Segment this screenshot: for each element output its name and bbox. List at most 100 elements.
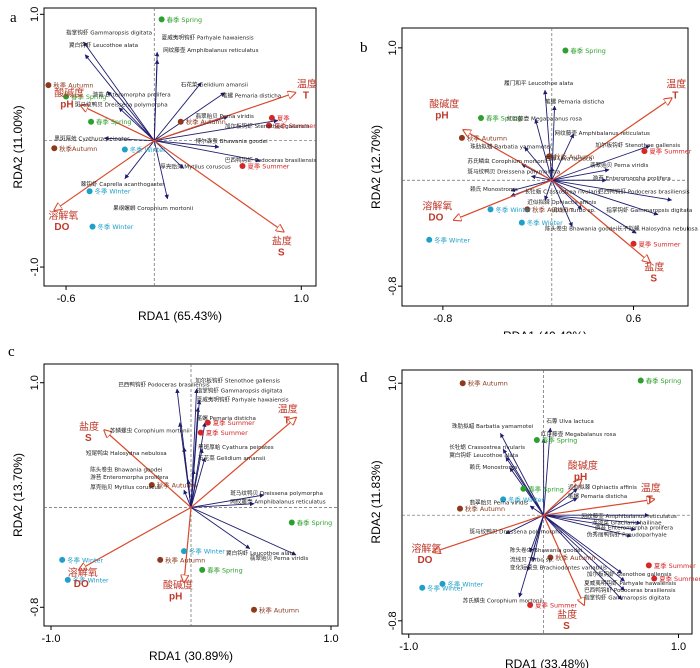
species-arrow <box>153 82 202 141</box>
env-label-code: T <box>303 91 309 102</box>
species-label: 石蓴 Ulva lactuca <box>546 417 593 425</box>
site-point <box>458 134 465 141</box>
site-point <box>637 377 644 384</box>
species-arrow <box>543 514 636 532</box>
site-label: 夏季 <box>277 113 290 122</box>
species-label: 巴西鸭钩虾 Podoceras brasiliensis <box>118 380 210 388</box>
species-label: 变化短须虫 Brachiodontes variabilis <box>510 563 607 571</box>
species-label: 苏鳞螺虫 Corophium mortonii <box>110 427 190 435</box>
site-label: 冬季 Winter <box>95 187 131 196</box>
species-label: 流线贝 Turbo sp. <box>510 555 554 563</box>
site-label: 秋季 Autumn <box>259 605 299 614</box>
site-label: 春季 Spring <box>71 92 106 101</box>
env-label-cn: 酸碱度 <box>163 579 193 592</box>
species-label: 笔螺 Pemaria disticha <box>222 92 281 100</box>
site-label: 冬季 Winter <box>130 145 166 154</box>
species-arrow <box>509 467 544 516</box>
env-arrow <box>154 93 295 142</box>
env-label-cn: 酸碱度 <box>429 97 459 110</box>
y-tick-label: -0.8 <box>387 611 399 630</box>
site-label: 秋季Autumn <box>59 144 97 153</box>
species-label: 陈头卷虫 Bhawania goodei <box>545 225 618 233</box>
species-arrow <box>183 489 192 508</box>
site-point <box>197 429 204 436</box>
env-label-cn: 酸碱度 <box>568 459 598 472</box>
env-label-cn: 温度 <box>641 481 661 494</box>
species-label: 指掌钩虾 Gammaropsis digitata <box>197 387 283 395</box>
env-arrow <box>543 480 582 516</box>
site-label: 冬季 Winter <box>508 495 544 504</box>
site-point <box>520 485 527 492</box>
species-label: 赖氏 Monostroma <box>470 185 518 193</box>
species-label: 翡翠贻贝 Perna viridis <box>250 554 309 562</box>
species-arrow <box>103 136 155 142</box>
env-label-code: S <box>650 273 657 284</box>
panel-letter: b <box>360 40 368 56</box>
env-arrow <box>79 506 192 569</box>
site-label: 夏季 Summer <box>654 561 696 570</box>
site-point <box>268 114 275 121</box>
species-label: 斑马纹鸭贝 Dreissena polymorpha <box>230 489 323 497</box>
species-arrow <box>84 54 155 141</box>
site-label: 春季 Spring <box>646 376 681 385</box>
species-label: 翡翠贻贝 Perna viridis <box>469 499 528 507</box>
site-point <box>89 223 96 230</box>
env-label-cn: 溶解氧 <box>48 209 78 222</box>
species-label: 翡翠贻贝 Perna viridis <box>590 161 649 169</box>
species-arrow <box>154 140 261 163</box>
site-label: 秋季 Autumn <box>555 553 595 562</box>
species-label: 石蓴 Ulva lactuca <box>545 154 592 162</box>
species-label: 长不拟蝇 Halosydna nebulosa <box>617 225 698 233</box>
y-tick-label: 1.0 <box>387 376 399 391</box>
env-label-code: DO <box>417 555 432 566</box>
env-label-code: pH <box>60 99 73 110</box>
species-label: 斑马纹鸭贝 Dreissena polymorpha <box>469 528 562 536</box>
species-label: 巴西鸭钩虾 Podoceras brasiliensis <box>225 156 317 164</box>
species-arrow <box>154 140 220 149</box>
plot-frame <box>43 7 317 287</box>
species-arrow <box>190 507 251 550</box>
site-label: 冬季 Winter <box>98 222 134 231</box>
species-label: 网纹藤壶 Amphibalanus reticulatus <box>555 129 651 137</box>
site-point <box>177 118 184 125</box>
species-label: 棘钩虾 Caprella acanthogaster <box>81 180 166 188</box>
panel-a: a -0.6 1.0 1.0 -1.0 RDA1 (65.43%) RDA2 (11.00%… <box>0 0 350 334</box>
site-label: 秋季 Autumn <box>186 117 226 126</box>
species-label: 龙须菜 Gracilaria hailinae <box>592 518 662 526</box>
site-point <box>288 519 295 526</box>
species-label: 珠肋拟蜡 Barbatia yamamotei <box>452 422 534 430</box>
site-point <box>239 162 246 169</box>
site-label: 秋季 Autumn <box>532 205 572 214</box>
species-label: 翼白钩虾 Leucothoe alata <box>69 41 138 49</box>
species-label: 石花菜 Gelidium amansii <box>181 80 249 88</box>
species-label: 指掌钩虾 Gammaropsis digitata <box>606 206 692 214</box>
env-arrow <box>543 499 655 516</box>
env-label-code: pH <box>435 110 448 121</box>
x-axis-title: RDA1 (40.42%) <box>503 329 587 334</box>
species-label: 红巨藤壶 Megabalanus rosa <box>507 115 582 123</box>
species-label: 珠肋拟蜡 Barbatia yamamotei <box>470 142 552 150</box>
species-label: 斑马纹鸭贝 Dreissena polymorpha <box>75 101 168 109</box>
x-tick-label: -0.6 <box>57 293 76 305</box>
species-label: 游苔 Enteromorpha prolifera <box>593 174 671 182</box>
site-point <box>51 145 58 152</box>
rda-plot-c: c -1.0 1.0 1.0 -0.8 RDA1 (30.89%) RDA2 (13.70%… <box>8 344 339 663</box>
site-label: 夏季 Summer <box>639 239 681 248</box>
site-label: 秋季 Autumn <box>157 481 197 490</box>
site-point <box>630 240 637 247</box>
site-label: 春季 Spring <box>167 15 202 24</box>
site-point <box>546 153 553 160</box>
species-arrow <box>500 432 545 516</box>
y-tick-label: 1.0 <box>29 7 41 22</box>
site-label: 秋季 Autumn <box>467 133 507 142</box>
species-arrow <box>551 179 659 216</box>
plot-frame <box>401 369 693 635</box>
x-tick-label: -0.8 <box>433 313 452 325</box>
species-arrow <box>551 179 673 202</box>
species-arrow <box>543 488 578 516</box>
site-label: 夏季 Summer <box>274 121 316 130</box>
species-label: 夏威夷明钩虾 Parhyale hawaiensis <box>584 579 676 587</box>
site-point <box>645 562 652 569</box>
species-label: 斑马纹鸭贝 Dreissena polymorpha <box>467 168 560 176</box>
site-label: 秋季 Autumn <box>465 504 505 513</box>
